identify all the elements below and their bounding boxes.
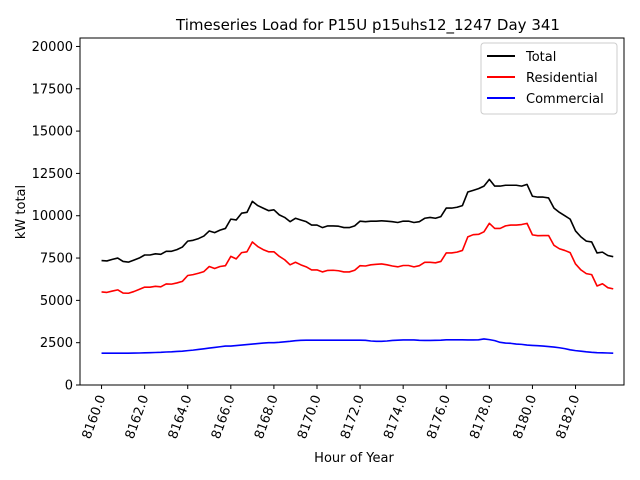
y-tick-label: 5000 <box>40 294 73 309</box>
legend-box <box>480 42 618 115</box>
series-line-commercial <box>101 338 614 354</box>
y-tick-label: 12500 <box>32 167 73 182</box>
legend-label-residential: Residential <box>526 71 598 86</box>
y-tick-label: 17500 <box>32 82 73 97</box>
legend-label-commercial: Commercial <box>526 92 604 107</box>
series-layer <box>101 178 614 354</box>
y-ticks: 0 2500 5000 7500 10000 12500 15000 17500 20000 <box>32 40 80 394</box>
x-axis-label: Hour of Year <box>314 451 394 466</box>
y-tick-label: 2500 <box>40 336 73 351</box>
y-tick-label: 15000 <box>32 125 73 140</box>
legend: Total Residential Commercial <box>480 42 618 115</box>
series-line-residential <box>101 222 614 295</box>
y-axis-label: kW total <box>14 185 29 239</box>
y-tick-label: 10000 <box>32 209 73 224</box>
chart-title: Timeseries Load for P15U p15uhs12_1247 D… <box>175 16 560 35</box>
plot-frame <box>79 37 625 386</box>
y-tick-label: 0 <box>65 379 73 394</box>
y-tick-label: 20000 <box>32 40 73 55</box>
legend-label-total: Total <box>525 50 556 65</box>
series-line-total <box>101 178 614 263</box>
y-tick-label: 7500 <box>40 252 73 267</box>
